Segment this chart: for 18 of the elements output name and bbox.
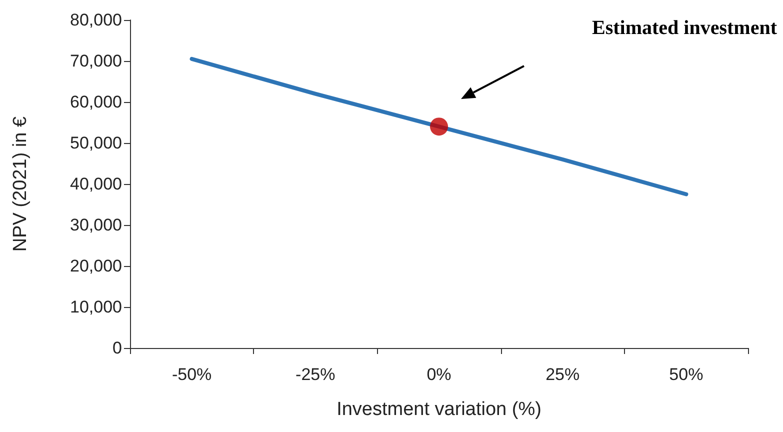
x-axis-title: Investment variation (%) [336,399,542,420]
y-tick-label: 10,000 [70,298,122,316]
y-tick-label: 50,000 [70,134,122,152]
y-tick-label: 80,000 [70,10,122,30]
x-tick-label: 0% [426,365,452,384]
x-tick-label: -25% [296,365,336,384]
y-tick-label: 40,000 [70,174,122,194]
y-tick-label: 70,000 [70,52,122,70]
y-axis-title: NPV (2021) in € [10,116,31,252]
x-tick-label: 50% [669,365,704,384]
line-series [190,56,688,196]
y-tick-label: 30,000 [70,216,122,234]
x-tick-label: -50% [172,365,212,384]
y-tick-label: 20,000 [70,256,122,276]
annotation: Estimated investment [592,17,778,39]
y-tick-label: 0 [112,338,122,358]
y-tick-label: 60,000 [70,92,122,112]
x-tick-label: 25% [546,365,580,384]
